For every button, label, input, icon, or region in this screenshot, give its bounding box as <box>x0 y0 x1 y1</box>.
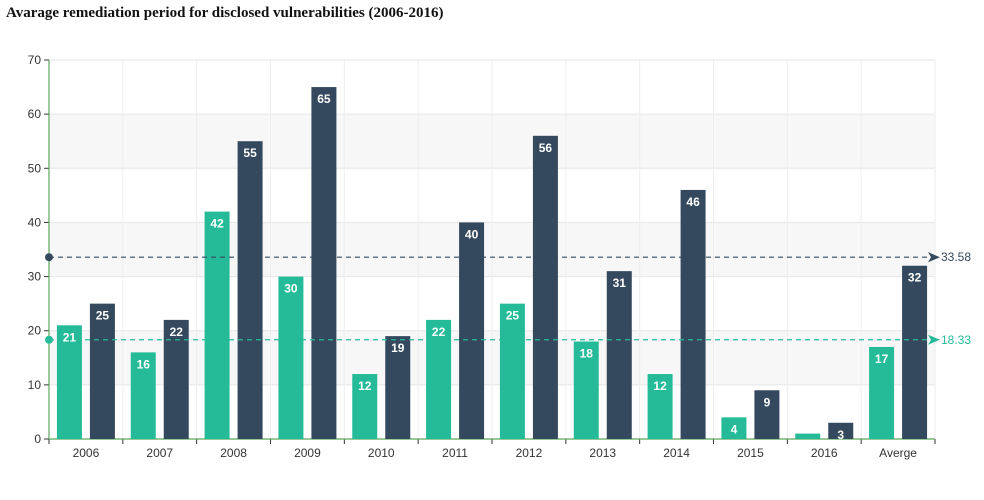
bar[interactable] <box>647 374 673 439</box>
bar[interactable] <box>573 341 599 439</box>
x-tick-label: 2014 <box>663 446 690 460</box>
chart-title: Avarage remediation period for disclosed… <box>6 5 444 21</box>
bar-value-label: 40 <box>465 227 479 241</box>
bar-value-label: 31 <box>613 276 627 290</box>
bar-value-label: 3 <box>837 428 844 442</box>
bar-value-label: 65 <box>317 92 331 106</box>
bar[interactable] <box>828 422 854 439</box>
bars <box>56 87 928 440</box>
bar[interactable] <box>56 325 82 439</box>
reference-line-start-marker <box>45 253 53 262</box>
bar-value-label: 55 <box>243 146 257 160</box>
bar-value-label: 22 <box>170 325 184 339</box>
x-tick-label: 2015 <box>737 446 764 460</box>
y-tick-label: 60 <box>28 107 42 121</box>
x-tick-label: 2011 <box>442 446 468 460</box>
reference-line-label: 18.33 <box>941 333 971 347</box>
y-tick-label: 50 <box>28 161 42 175</box>
bar-value-label: 25 <box>96 309 110 323</box>
x-tick-label: 2008 <box>220 446 247 460</box>
bar-value-label: 30 <box>284 282 298 296</box>
bar-value-label: 25 <box>506 309 520 323</box>
y-tick-label: 10 <box>28 378 42 392</box>
y-tick-label: 70 <box>28 53 42 67</box>
reference-line-start-marker <box>45 335 53 344</box>
y-tick-label: 40 <box>28 215 42 229</box>
x-tick-label: 2007 <box>146 446 173 460</box>
bar[interactable] <box>278 276 304 439</box>
bar[interactable] <box>795 433 821 439</box>
bar[interactable] <box>499 303 525 439</box>
y-tick-labels: 0 10 20 30 40 50 60 70 <box>28 53 42 446</box>
x-tick-labels: 2006 2007 2008 2009 2010 2011 2012 2013 2014 2015… <box>73 446 918 460</box>
bar-value-labels: 21 16 42 30 12 22 25 18 12 4 1 17 25 22 55 65 19 40 56 31 46… <box>63 92 922 453</box>
bar[interactable] <box>459 222 485 439</box>
bar[interactable] <box>869 346 895 439</box>
bar[interactable] <box>130 352 156 439</box>
axes <box>44 59 936 444</box>
x-tick-label: 2012 <box>516 446 543 460</box>
bar-value-label: 9 <box>764 395 771 409</box>
bar-value-label: 19 <box>391 341 405 355</box>
bar[interactable] <box>237 141 263 439</box>
reference-line-label: 33.58 <box>941 250 971 264</box>
bar-value-label: 1 <box>804 439 811 453</box>
bar-value-label: 12 <box>653 379 667 393</box>
bar-value-label: 4 <box>731 422 738 436</box>
reference-line-arrow-icon <box>928 252 940 263</box>
bar[interactable] <box>385 336 411 439</box>
bar[interactable] <box>680 189 706 439</box>
x-tick-label: 2006 <box>73 446 100 460</box>
reference-lines: 33.58 18.33 <box>45 250 971 347</box>
y-tick-label: 0 <box>34 432 41 446</box>
bar[interactable] <box>902 265 928 439</box>
bar-value-label: 12 <box>358 379 372 393</box>
x-tick-label: 2013 <box>589 446 616 460</box>
bar[interactable] <box>754 390 780 439</box>
bar-value-label: 18 <box>580 347 594 361</box>
bar[interactable] <box>204 211 230 439</box>
x-tick-label: 2009 <box>294 446 321 460</box>
bar[interactable] <box>311 87 337 440</box>
y-tick-label: 30 <box>28 270 42 284</box>
bar[interactable] <box>352 374 378 439</box>
bar[interactable] <box>89 303 115 439</box>
x-tick-label: 2010 <box>368 446 395 460</box>
bar-value-label: 17 <box>875 352 889 366</box>
reference-line-arrow-icon <box>928 334 940 345</box>
bar-value-label: 46 <box>686 195 700 209</box>
bar[interactable] <box>606 271 632 439</box>
x-tick-label: Averge <box>879 446 917 460</box>
bar-value-label: 16 <box>137 357 151 371</box>
bar-value-label: 56 <box>539 141 553 155</box>
bar-value-label: 21 <box>63 330 77 344</box>
x-tick-label: 2016 <box>811 446 838 460</box>
bar-value-label: 32 <box>908 271 922 285</box>
bar[interactable] <box>721 417 747 439</box>
bar[interactable] <box>532 135 558 440</box>
bar-value-label: 42 <box>210 217 224 231</box>
y-tick-label: 20 <box>28 324 42 338</box>
bar-value-label: 22 <box>432 325 446 339</box>
